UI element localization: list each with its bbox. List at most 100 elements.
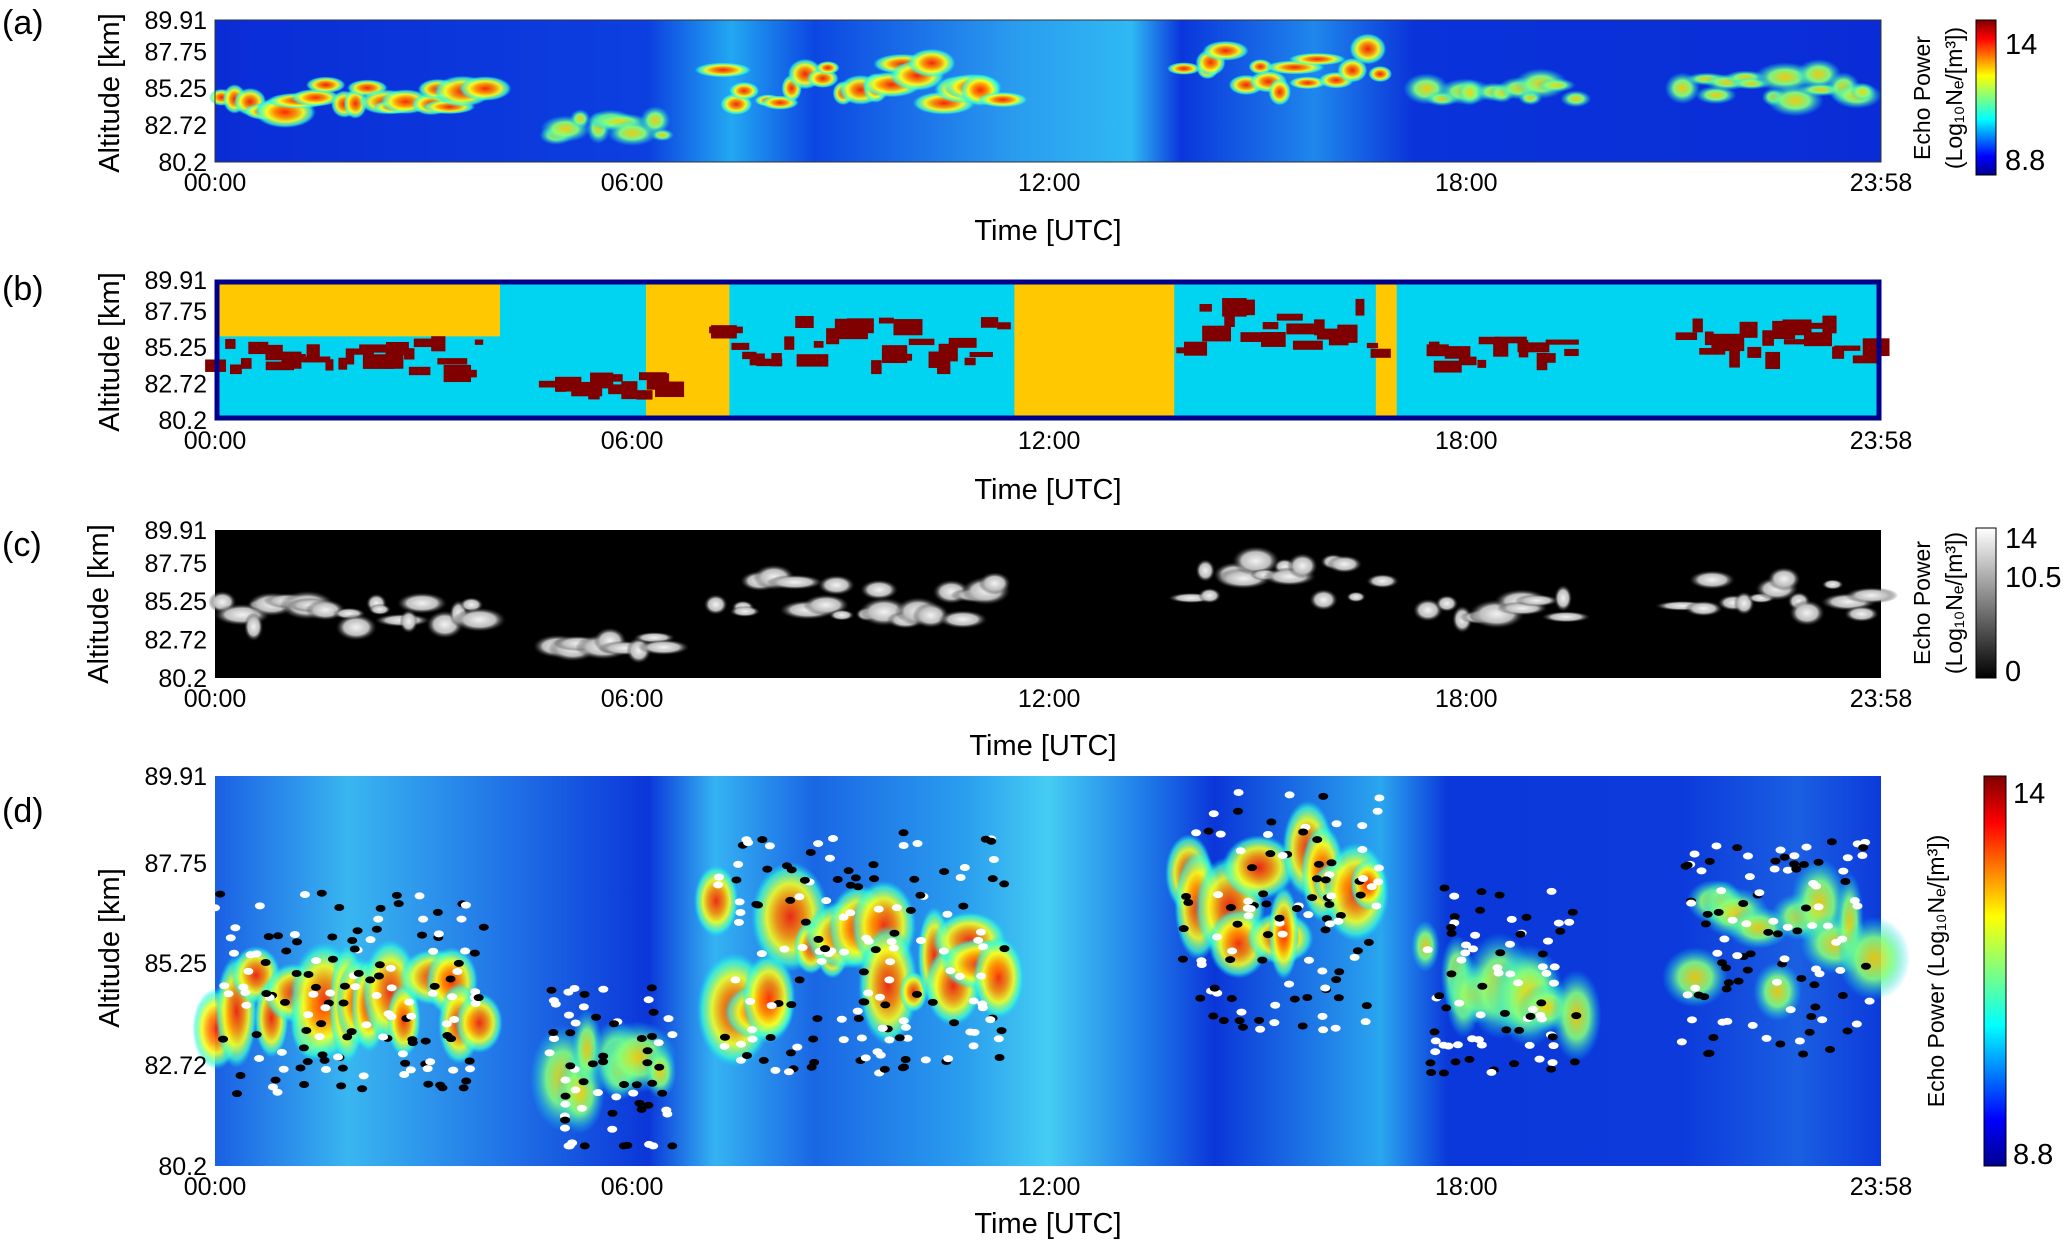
panel-d-marker bbox=[1236, 1008, 1247, 1016]
panel-d-marker bbox=[456, 915, 467, 923]
panel-d-marker bbox=[1506, 915, 1517, 923]
panel-d-marker bbox=[1215, 830, 1226, 838]
panel-d-marker bbox=[1842, 1027, 1853, 1035]
panel-d-marker bbox=[1269, 1019, 1280, 1027]
panel-d-marker bbox=[779, 945, 790, 953]
panel-d-marker bbox=[1318, 792, 1329, 800]
panel-b-echo-patch bbox=[302, 356, 331, 363]
panel-d-marker bbox=[1494, 891, 1505, 899]
panel-d-marker bbox=[342, 1033, 353, 1041]
panel-d-marker bbox=[263, 933, 274, 941]
panel-c-colorbar-tick-mid: 10.5 bbox=[2005, 562, 2061, 594]
panel-d-marker bbox=[911, 990, 922, 998]
panel-b-echo-patch bbox=[980, 317, 999, 328]
panel-d-marker bbox=[657, 1089, 668, 1097]
panel-d-marker bbox=[730, 976, 741, 984]
panel-d-marker bbox=[1475, 906, 1486, 914]
panel-a-x-tick-label: 12:00 bbox=[1018, 169, 1081, 197]
panel-d-marker bbox=[734, 898, 745, 906]
panel-d-marker bbox=[927, 998, 938, 1006]
panel-a-y-tick-labels: 80.2 82.72 85.25 87.75 89.91 bbox=[144, 7, 207, 177]
panel-a-colorbar-title-1: Echo Power bbox=[1909, 36, 1935, 160]
panel-d-marker bbox=[920, 1056, 931, 1064]
panel-b-echo-patch bbox=[1762, 330, 1774, 346]
panel-d-marker bbox=[569, 984, 580, 992]
panel-d-marker bbox=[1313, 860, 1324, 868]
panel-d-marker bbox=[916, 937, 927, 945]
panel-c-echo-regions bbox=[208, 546, 1899, 664]
panel-a-echo-patch bbox=[1368, 65, 1393, 83]
panel-d-marker bbox=[1358, 875, 1369, 883]
panel-d-marker bbox=[1349, 953, 1360, 961]
panel-b-excluded-region bbox=[215, 280, 501, 337]
panel-d-marker bbox=[295, 1064, 306, 1072]
panel-b-y-tick-label: 80.2 bbox=[158, 407, 207, 435]
panel-d-marker bbox=[875, 1051, 886, 1059]
panel-d-marker bbox=[985, 1016, 996, 1024]
panel-d-marker bbox=[1270, 1001, 1281, 1009]
panel-c-echo-patch bbox=[938, 610, 988, 629]
panel-d-marker bbox=[358, 1072, 369, 1080]
panel-d-marker bbox=[869, 875, 880, 883]
panel-d-marker bbox=[762, 865, 773, 873]
panel-d-marker bbox=[647, 1032, 658, 1040]
panel-d-marker bbox=[240, 989, 251, 997]
panel-d-marker bbox=[414, 892, 425, 900]
panel-d-marker bbox=[302, 1058, 313, 1066]
panel-d-marker bbox=[1711, 842, 1722, 850]
panel-d-marker bbox=[1291, 904, 1302, 912]
panel-d-echo-patch bbox=[1661, 947, 1729, 1008]
panel-d-marker bbox=[1779, 853, 1790, 861]
panel-b-echo-patch bbox=[1355, 298, 1365, 316]
panel-a-x-tick-label: 06:00 bbox=[601, 169, 664, 197]
panel-d-marker bbox=[661, 1106, 672, 1114]
panel-d-marker bbox=[1333, 994, 1344, 1002]
panel-d-marker-overlay bbox=[210, 788, 1875, 1150]
panel-d-marker bbox=[874, 993, 885, 1001]
panel-d-marker bbox=[980, 835, 991, 843]
panel-d-marker bbox=[1513, 979, 1524, 987]
panel-d-marker bbox=[1769, 865, 1780, 873]
panel-d-marker bbox=[1798, 861, 1809, 869]
panel-c-plot bbox=[208, 530, 1899, 678]
panel-d-marker bbox=[999, 880, 1010, 888]
panel-c-echo-patch bbox=[978, 571, 1011, 595]
panel-a-colorbar: Echo Power (Log₁₀Nₑ/[m³]) 14 8.8 bbox=[1909, 19, 2045, 177]
panel-d-marker bbox=[400, 1059, 411, 1067]
panel-a-y-tick-label: 82.72 bbox=[144, 112, 207, 140]
panel-a-echo-patch bbox=[1166, 62, 1201, 75]
panel-d-marker bbox=[442, 1032, 453, 1040]
panel-d-marker bbox=[1789, 852, 1800, 860]
panel-a-echo-layers bbox=[209, 33, 1882, 146]
panel-d-marker bbox=[1311, 875, 1322, 883]
panel-b-echo-patch bbox=[265, 361, 295, 371]
panel-a-y-axis-label: Altitude [km] bbox=[94, 13, 126, 173]
panel-b-echo-patch bbox=[964, 357, 976, 366]
panel-d-marker bbox=[458, 1084, 469, 1092]
panel-b-echo-patch bbox=[1286, 323, 1316, 335]
panel-d-marker bbox=[1744, 873, 1755, 881]
panel-b-y-tick-label: 82.72 bbox=[144, 371, 207, 399]
panel-d-marker bbox=[939, 868, 950, 876]
panel-d-marker bbox=[805, 848, 816, 856]
panel-d-marker bbox=[792, 1043, 803, 1051]
panel-d-marker bbox=[1537, 950, 1548, 958]
panel-d-marker bbox=[1426, 1069, 1437, 1077]
panel-d-marker bbox=[977, 1000, 988, 1008]
panel-d-marker bbox=[273, 932, 284, 940]
panel-d-marker bbox=[955, 873, 966, 881]
panel-b-echo-patch bbox=[871, 360, 882, 375]
panel-d-marker bbox=[1227, 947, 1238, 955]
panel-d-marker bbox=[1360, 1018, 1371, 1026]
panel-d-marker bbox=[1521, 913, 1532, 921]
panel-d-marker bbox=[1262, 831, 1273, 839]
panel-d-marker bbox=[1864, 997, 1875, 1005]
panel-d-marker bbox=[433, 930, 444, 938]
panel-d-marker bbox=[619, 1081, 630, 1089]
panel-d-marker bbox=[1312, 836, 1323, 844]
panel-d-marker bbox=[418, 915, 429, 923]
panel-b-echo-patch bbox=[1337, 324, 1358, 343]
panel-d-marker bbox=[371, 991, 382, 999]
panel-d-marker bbox=[786, 1001, 797, 1009]
panel-d-marker bbox=[1548, 1042, 1559, 1050]
